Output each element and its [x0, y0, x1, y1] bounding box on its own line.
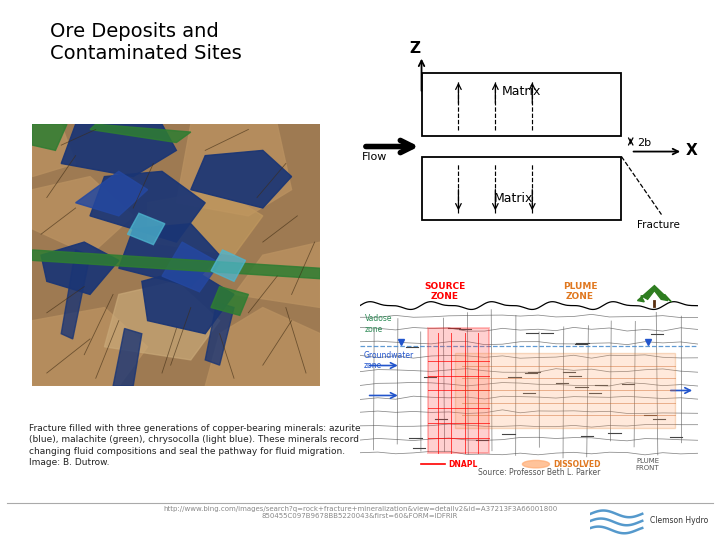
Polygon shape [32, 308, 148, 386]
Polygon shape [127, 213, 165, 245]
Bar [421, 73, 621, 137]
Polygon shape [142, 268, 234, 334]
Polygon shape [32, 250, 320, 279]
Polygon shape [113, 328, 142, 386]
Text: PLUME
FRONT: PLUME FRONT [636, 458, 660, 471]
Text: DNAPL: DNAPL [448, 460, 477, 469]
Text: X: X [686, 143, 698, 158]
Polygon shape [119, 224, 220, 287]
Polygon shape [90, 124, 191, 143]
Text: Ore Deposits and
Contaminated Sites: Ore Deposits and Contaminated Sites [50, 22, 242, 63]
Polygon shape [104, 281, 220, 360]
Polygon shape [90, 171, 205, 242]
Polygon shape [176, 124, 292, 216]
Bar [421, 157, 621, 220]
Text: 2b: 2b [637, 138, 651, 148]
Polygon shape [32, 177, 133, 255]
Polygon shape [61, 124, 176, 177]
Polygon shape [148, 190, 263, 255]
Bar [455, 353, 675, 428]
Bar [428, 328, 489, 453]
Ellipse shape [523, 461, 549, 468]
Text: SOURCE
ZONE: SOURCE ZONE [424, 282, 465, 301]
Text: DISSOLVED: DISSOLVED [553, 460, 600, 469]
Text: Vadose
zone: Vadose zone [365, 314, 392, 334]
Polygon shape [191, 150, 292, 208]
Polygon shape [41, 242, 119, 294]
Polygon shape [61, 250, 90, 339]
Text: PLUME
ZONE: PLUME ZONE [563, 282, 597, 301]
Polygon shape [234, 242, 320, 308]
Text: Clemson Hydro: Clemson Hydro [650, 516, 708, 525]
Text: Source: Professor Beth L. Parker: Source: Professor Beth L. Parker [478, 468, 600, 477]
Polygon shape [637, 286, 671, 302]
Text: Groundwater
zone: Groundwater zone [364, 350, 413, 370]
Text: Fracture filled with three generations of copper-bearing minerals: azurite
(blue: Fracture filled with three generations o… [29, 424, 361, 467]
Text: Matrix: Matrix [494, 192, 534, 205]
Polygon shape [205, 302, 234, 365]
Polygon shape [32, 124, 67, 150]
Text: Fracture: Fracture [637, 220, 680, 229]
Polygon shape [32, 124, 76, 177]
Polygon shape [211, 250, 246, 281]
Text: Matrix: Matrix [502, 85, 541, 98]
Text: http://www.bing.com/images/search?q=rock+fracture+mineralization&view=detailv2&i: http://www.bing.com/images/search?q=rock… [163, 506, 557, 519]
Text: Z: Z [409, 41, 420, 56]
Polygon shape [162, 242, 220, 292]
Polygon shape [76, 171, 148, 216]
Polygon shape [211, 287, 248, 315]
Polygon shape [205, 308, 320, 386]
Text: Flow: Flow [361, 152, 387, 163]
